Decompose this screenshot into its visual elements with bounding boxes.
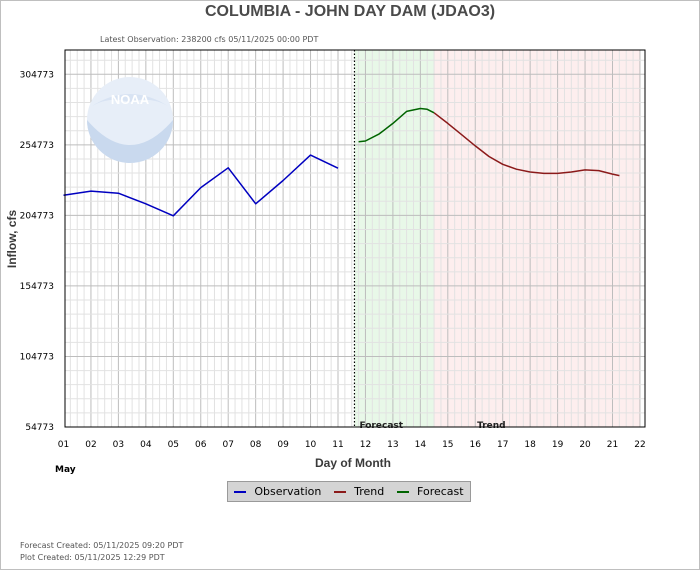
legend-item-trend: Trend <box>334 485 384 498</box>
x-tick-label: 05 <box>168 440 179 450</box>
legend-label-forecast: Forecast <box>417 485 464 498</box>
legend-item-forecast: Forecast <box>397 485 464 498</box>
x-tick-label: 13 <box>387 440 398 450</box>
y-tick-label: 54773 <box>25 423 54 433</box>
forecast-zone-label: Forecast <box>359 421 403 431</box>
x-tick-label: 18 <box>524 440 536 450</box>
noaa-logo-wave <box>87 120 173 163</box>
month-label: May <box>55 465 76 475</box>
series-line-observation <box>63 154 339 217</box>
trend-zone-label: Trend <box>477 421 506 431</box>
legend-label-observation: Observation <box>254 485 322 498</box>
noaa-logo-text: NOAA <box>111 92 150 107</box>
x-tick-label: 03 <box>113 440 124 450</box>
footer-info: Forecast Created: 05/11/2025 09:20 PDT P… <box>20 540 183 564</box>
x-tick-label: 09 <box>277 440 289 450</box>
y-tick-label: 154773 <box>20 282 54 292</box>
legend-swatch-forecast <box>397 490 410 493</box>
noaa-logo-bird <box>92 94 168 106</box>
legend-swatch-trend <box>334 490 347 493</box>
x-axis-title: Day of Month <box>315 456 391 470</box>
noaa-logo: NOAA <box>87 77 173 163</box>
chart-legend: Observation Trend Forecast <box>227 481 471 502</box>
legend-swatch-observation <box>234 490 247 493</box>
plot-area-border <box>64 49 646 428</box>
y-tick-label: 304773 <box>20 70 54 80</box>
x-tick-label: 02 <box>85 440 96 450</box>
series-line-forecast <box>358 107 435 143</box>
series-line-trend <box>433 112 620 177</box>
latest-observation: Latest Observation: 238200 cfs 05/11/202… <box>100 35 319 44</box>
x-tick-label: 15 <box>442 440 453 450</box>
plot-created: Plot Created: 05/11/2025 12:29 PDT <box>20 553 165 562</box>
x-tick-label: 06 <box>195 440 207 450</box>
x-tick-label: 14 <box>415 440 427 450</box>
legend-label-trend: Trend <box>354 485 385 498</box>
legend-item-observation: Observation <box>234 485 321 498</box>
x-tick-label: 01 <box>58 440 69 450</box>
x-tick-label: 19 <box>552 440 564 450</box>
x-tick-label: 07 <box>222 440 233 450</box>
x-tick-label: 17 <box>497 440 508 450</box>
forecast-created: Forecast Created: 05/11/2025 09:20 PDT <box>20 541 184 550</box>
y-tick-label: 254773 <box>20 141 54 151</box>
x-tick-label: 22 <box>634 440 645 450</box>
y-tick-label: 204773 <box>20 211 54 221</box>
x-tick-label: 10 <box>305 440 317 450</box>
y-axis-title: Inflow, cfs <box>5 210 19 269</box>
chart-title: COLUMBIA - JOHN DAY DAM (JDAO3) <box>204 3 496 20</box>
x-tick-label: 08 <box>250 440 262 450</box>
x-tick-label: 20 <box>579 440 591 450</box>
x-tick-label: 04 <box>140 440 152 450</box>
x-tick-label: 21 <box>607 440 618 450</box>
y-tick-label: 104773 <box>20 352 54 362</box>
x-tick-label: 16 <box>470 440 482 450</box>
x-tick-label: 12 <box>360 440 371 450</box>
x-tick-label: 11 <box>332 440 343 450</box>
